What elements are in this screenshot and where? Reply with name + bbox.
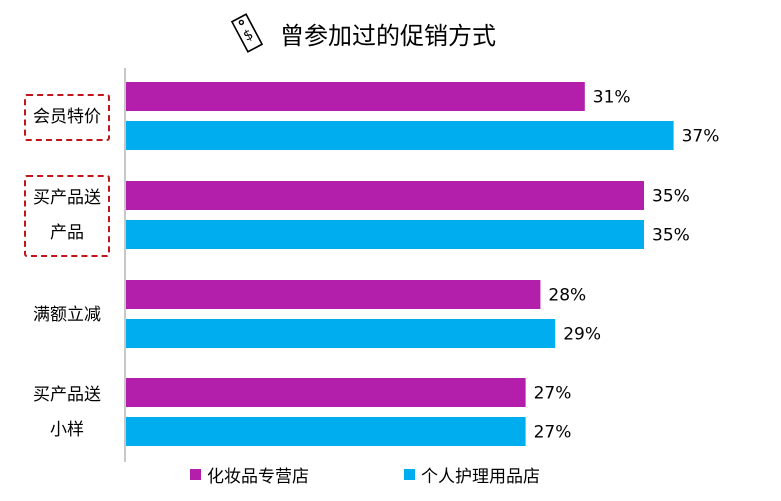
price-tag-dollar-icon: $ xyxy=(230,13,264,53)
category-label-0: 会员特价 xyxy=(24,93,110,141)
bar-cosmetics-1 xyxy=(126,181,644,210)
legend-label-cosmetics: 化妆品专营店 xyxy=(207,467,309,487)
bar-cosmetics-3 xyxy=(126,378,526,407)
legend-swatch-personal-care xyxy=(404,469,415,480)
data-labels-layer: 31% 37% 35% 35% 28% 29% 27% 27% xyxy=(534,88,720,443)
category-label-0-line-0: 会员特价 xyxy=(33,106,101,127)
bar-personal-care-1 xyxy=(126,220,644,249)
category-label-3-line-0: 买产品送 xyxy=(33,385,101,405)
data-label-cosmetics-0: 31% xyxy=(593,88,631,108)
category-label-1: 买产品送 产品 xyxy=(24,175,110,257)
bar-cosmetics-0 xyxy=(126,82,585,111)
data-label-personal-care-0: 37% xyxy=(682,127,720,147)
category-label-3-line-1: 小样 xyxy=(50,420,84,440)
bar-personal-care-0 xyxy=(126,121,674,150)
bar-personal-care-3 xyxy=(126,417,526,446)
chart-title-area: $ 曾参加过的促销方式 xyxy=(226,8,496,58)
category-label-2: 满额立减 xyxy=(24,298,110,333)
data-label-personal-care-2: 29% xyxy=(563,325,601,345)
legend-item-cosmetics: 化妆品专营店 xyxy=(190,462,309,487)
category-label-1-line-1: 产品 xyxy=(50,223,84,243)
bar-personal-care-2 xyxy=(126,319,556,348)
bars-layer xyxy=(126,82,674,446)
chart-title: 曾参加过的促销方式 xyxy=(280,21,496,50)
legend-label-personal-care: 个人护理用品店 xyxy=(421,467,540,487)
data-label-cosmetics-2: 28% xyxy=(548,286,586,306)
data-label-personal-care-1: 35% xyxy=(652,226,690,246)
category-label-3: 买产品送 小样 xyxy=(24,378,110,448)
category-label-2-line-0: 满额立减 xyxy=(33,304,101,325)
data-label-cosmetics-3: 27% xyxy=(534,384,572,404)
data-label-cosmetics-1: 35% xyxy=(652,187,690,207)
bar-cosmetics-2 xyxy=(126,280,541,309)
category-label-1-line-0: 买产品送 xyxy=(33,188,101,208)
legend-item-personal-care: 个人护理用品店 xyxy=(404,462,540,487)
data-label-personal-care-3: 27% xyxy=(534,423,572,443)
legend: 化妆品专营店 个人护理用品店 xyxy=(190,462,635,487)
legend-swatch-cosmetics xyxy=(190,469,201,480)
